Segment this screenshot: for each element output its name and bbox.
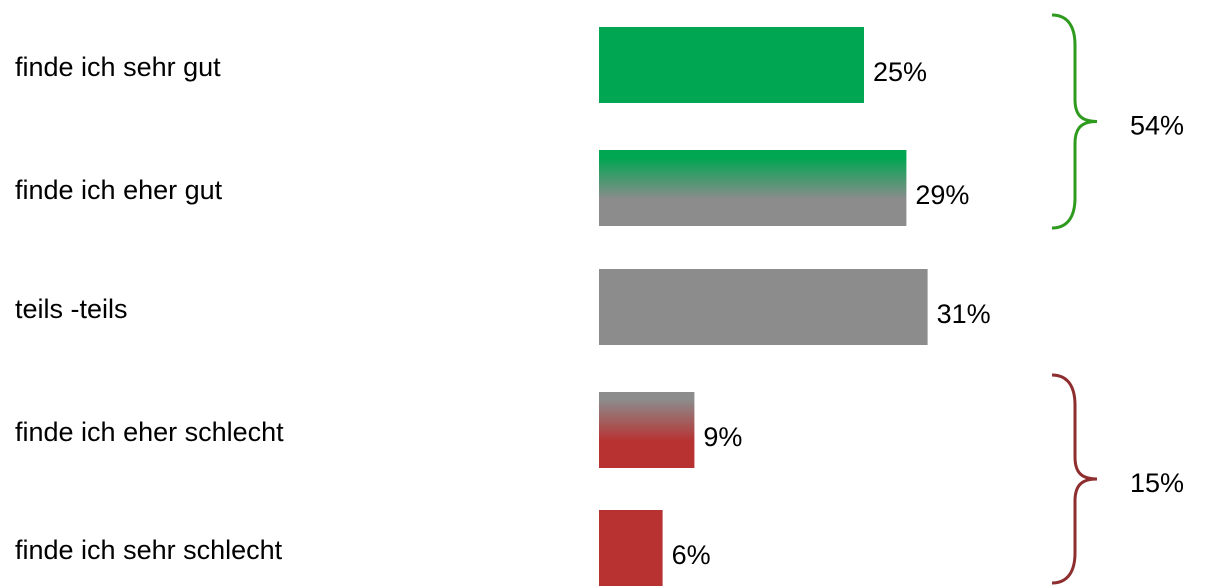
- bracket: [1051, 13, 1098, 230]
- category-label: finde ich eher schlecht: [15, 417, 284, 447]
- bar: [599, 150, 907, 226]
- bar: [599, 510, 663, 586]
- value-label: 9%: [703, 422, 742, 452]
- value-label: 6%: [672, 540, 711, 570]
- bar: [599, 392, 695, 468]
- category-label: finde ich sehr gut: [15, 52, 221, 82]
- bar: [599, 269, 928, 345]
- bracket: [1051, 373, 1098, 585]
- value-label: 25%: [873, 57, 927, 87]
- bar: [599, 27, 864, 103]
- category-label: finde ich eher gut: [15, 175, 223, 205]
- value-label: 29%: [915, 180, 969, 210]
- annotation-label: 54%: [1130, 111, 1184, 141]
- annotation-label: 15%: [1130, 468, 1184, 498]
- value-label: 31%: [937, 299, 991, 329]
- category-label: teils -teils: [15, 294, 128, 324]
- category-label: finde ich sehr schlecht: [15, 535, 283, 565]
